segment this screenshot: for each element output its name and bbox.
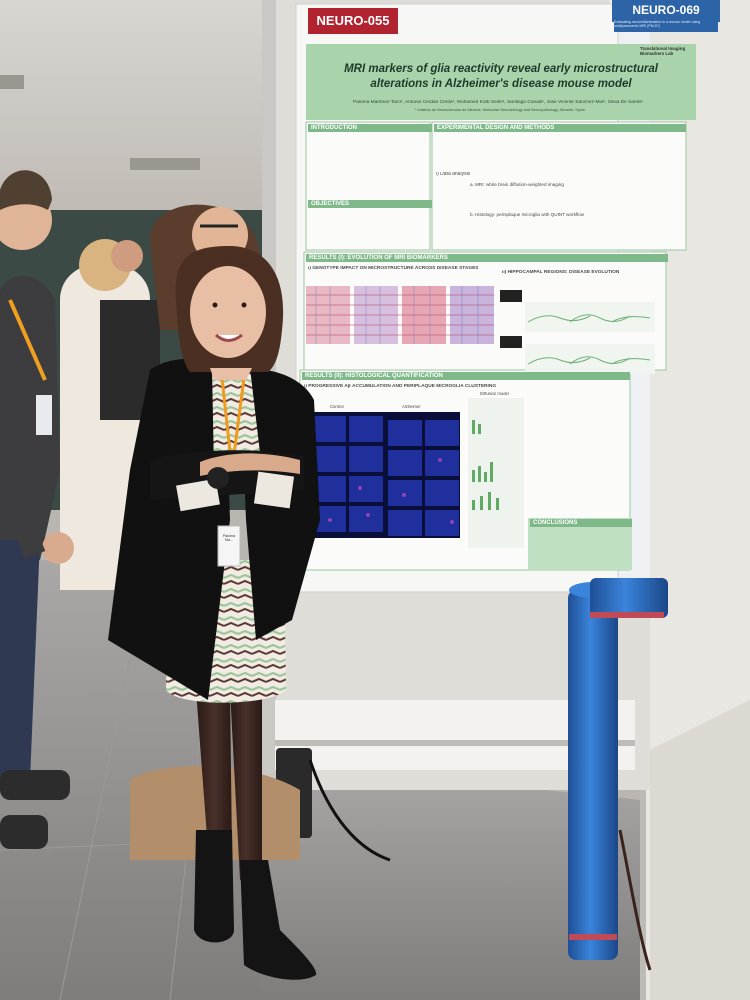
alzheimer-label: Alzheimer <box>402 405 421 409</box>
section-conclusions: CONCLUSIONS <box>530 519 632 527</box>
section-objectives: OBJECTIVES <box>308 200 432 208</box>
poster-title-line2: alterations in Alzheimer's disease mouse… <box>370 77 632 90</box>
heatmap-figure <box>306 286 494 344</box>
diffusion-model-label: Diffusion model <box>480 392 509 396</box>
data-analysis-label: i) Data analysis <box>436 172 471 177</box>
section-results-1: RESULTS (I): EVOLUTION OF MRI BIOMARKERS <box>306 254 668 262</box>
histology-label: b. Histology: perisplaque microglia with… <box>470 212 585 217</box>
histology-bars <box>468 398 524 548</box>
poster-tube <box>568 578 668 971</box>
hippocampal-heading: ii) HIPPOCAMPAL REGIONS: DISEASE EVOLUTI… <box>502 270 620 275</box>
watch <box>207 467 229 489</box>
microscopy-grid <box>310 412 460 538</box>
presenter <box>108 246 320 980</box>
poster-id-tag: NEURO-055 <box>308 8 398 34</box>
control-label: Control <box>330 405 344 409</box>
progressive-heading: i) PROGRESSIVE Aβ ACCUMULATION AND PERIP… <box>304 384 497 389</box>
name-badge: Paloma Ma... <box>222 534 236 543</box>
poster-authors: Paloma Martínez-Tazo¹, Antonio Cerdán Ce… <box>353 100 643 105</box>
section-results-2: RESULTS (II): HISTOLOGICAL QUANTIFICATIO… <box>302 372 630 380</box>
poster-title: MRI markers of glia reactivity reveal ea… <box>308 62 694 92</box>
hippocampal-plots <box>500 290 655 374</box>
neighbor-poster-id-tag: NEURO-069 <box>612 0 720 22</box>
genotype-heading: i) GENOTYPE IMPACT ON MICROSTRUCTURE ACR… <box>308 266 479 271</box>
ceiling-vent-left <box>0 75 24 89</box>
poster-affiliation: ¹ Instituto de Neurociencias de Alicante… <box>415 108 585 112</box>
ceiling-vent <box>130 158 200 170</box>
section-experimental-design: EXPERIMENTAL DESIGN AND METHODS <box>434 124 686 132</box>
mri-label: a. MRI: white brain diffusion-weighted i… <box>470 182 564 187</box>
neighbor-poster-subtitle: Evaluating neuroinflammation in a mouse … <box>614 20 718 32</box>
floor-right <box>260 760 640 1000</box>
poster-title-line1: MRI markers of glia reactivity reveal ea… <box>344 63 658 75</box>
left-person <box>0 170 74 849</box>
lab-logo: Translational Imaging Biomarkers Lab <box>640 46 686 57</box>
section-introduction: INTRODUCTION <box>308 124 432 132</box>
